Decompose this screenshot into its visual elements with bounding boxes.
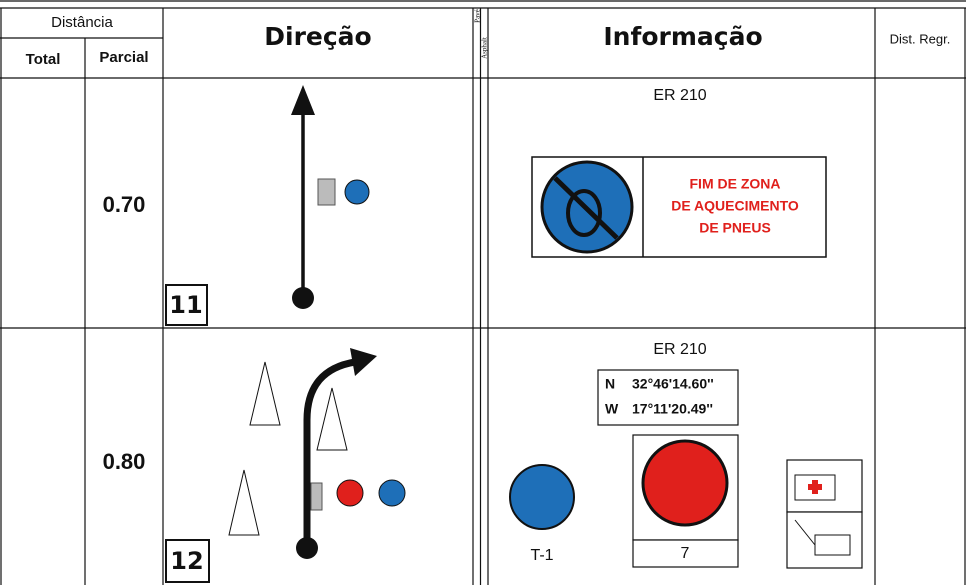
sign-icon (641, 439, 729, 527)
count: 7 (681, 545, 690, 562)
sign-text: FIM DE ZONA (690, 176, 781, 192)
instruction-number: 11 (169, 291, 202, 319)
partial-distance: 0.80 (103, 449, 146, 474)
header-information: Informação (603, 22, 762, 51)
partial-distance: 0.70 (103, 192, 146, 217)
tow-truck-icon (786, 511, 863, 569)
coord-dir: N (605, 376, 615, 392)
box (165, 284, 208, 326)
direction-arrow (291, 85, 370, 309)
header-total: Total (26, 51, 61, 68)
coord-dir: W (605, 401, 619, 417)
road-name: ER 210 (653, 87, 706, 104)
sign-text: DE PNEUS (699, 220, 771, 236)
sign-text: DE AQUECIMENTO (671, 198, 799, 214)
sign (531, 156, 827, 258)
header-pave: Pavé (474, 9, 482, 23)
header-dist-regr: Dist. Regr. (890, 31, 951, 46)
header-distance: Distância (51, 14, 113, 31)
instruction-number: 12 (170, 547, 203, 575)
direction-arrow (228, 348, 406, 559)
header-partial: Parcial (99, 49, 148, 66)
box (165, 539, 210, 583)
ambulance-icon (786, 459, 863, 513)
sign-icon (509, 464, 575, 530)
header-asphalt: Asphalt (481, 37, 489, 59)
coord-value: 17°11'20.49'' (632, 401, 713, 417)
coords-box (597, 369, 739, 426)
header-direction: Direção (264, 22, 371, 51)
coord-value: 32°46'14.60'' (632, 376, 714, 392)
count-box (632, 539, 739, 568)
road-name: ER 210 (653, 341, 706, 358)
sign-code: T-1 (530, 547, 553, 564)
